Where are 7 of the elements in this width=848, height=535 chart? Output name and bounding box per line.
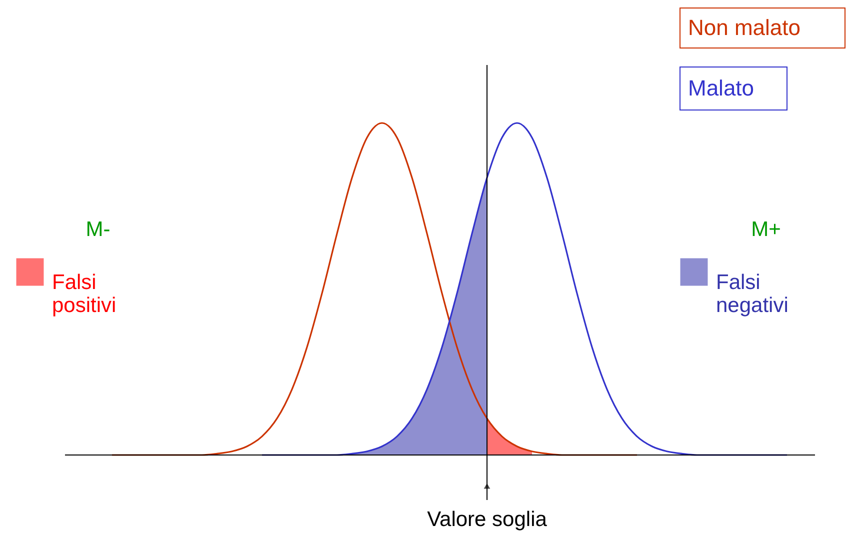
legend-label: Falsi negativi [716, 271, 788, 317]
text: Non malato [688, 15, 801, 40]
annotation: M- [86, 218, 110, 241]
annotation: M+ [751, 218, 781, 241]
text: Valore soglia [427, 508, 548, 531]
legend-label: Falsi positivi [52, 271, 116, 317]
text: Malato [688, 76, 754, 100]
